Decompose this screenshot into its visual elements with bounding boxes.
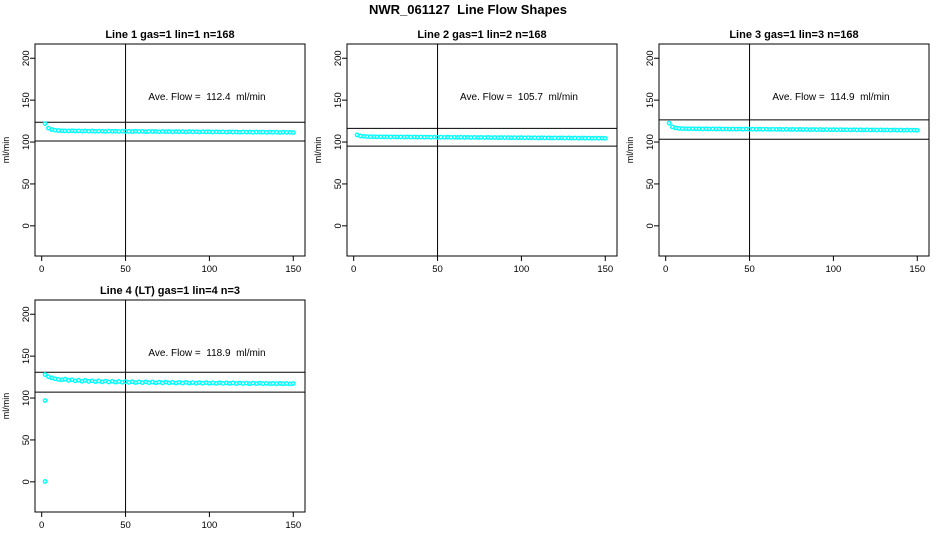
y-axis-title: ml/min xyxy=(1,393,11,420)
x-tick-label: 150 xyxy=(285,520,301,531)
y-tick-label: 50 xyxy=(21,179,32,190)
data-point xyxy=(914,127,920,133)
subplot-title: Line 3 gas=1 lin=3 n=168 xyxy=(729,29,858,41)
y-tick-label: 50 xyxy=(333,179,344,190)
y-tick-label: 150 xyxy=(21,348,32,364)
plot-svg-line-3: Line 3 gas=1 lin=3 n=168 0 50 100 150 0 50 100… xyxy=(625,29,930,275)
y-tick-label: 100 xyxy=(21,390,32,406)
y-tick-label: 0 xyxy=(21,479,32,484)
y-axis-title: ml/min xyxy=(1,137,11,164)
data-point xyxy=(666,120,672,126)
subplot-title: Line 2 gas=1 lin=2 n=168 xyxy=(417,29,546,41)
plot-svg-line-1: Line 1 gas=1 lin=1 n=168 0 50 100 150 0 50 100… xyxy=(1,29,306,275)
subplot-line-3: Line 3 gas=1 lin=3 n=168 0 50 100 150 0 50 100… xyxy=(624,28,936,284)
y-tick-label: 100 xyxy=(333,134,344,150)
plot-border xyxy=(346,43,618,257)
subplot-line-1: Line 1 gas=1 lin=1 n=168 0 50 100 150 0 50 100… xyxy=(0,28,312,284)
y-tick-label: 100 xyxy=(21,134,32,150)
y-axis-title: ml/min xyxy=(625,137,635,164)
y-tick-label: 200 xyxy=(645,50,656,66)
plot-border xyxy=(34,43,306,257)
data-point xyxy=(42,398,48,403)
plot-area: 0 50 100 150 0 50 100 150 200 xyxy=(333,43,618,275)
x-tick-label: 100 xyxy=(825,264,841,275)
y-tick-label: 150 xyxy=(21,92,32,108)
y-tick-label: 150 xyxy=(333,92,344,108)
plot-area: 0 50 100 150 0 50 100 150 200 xyxy=(21,43,306,275)
ave-flow-annotation: Ave. Flow = 114.9 ml/min xyxy=(772,92,889,103)
x-tick-label: 0 xyxy=(39,520,44,531)
x-tick-label: 100 xyxy=(201,264,217,275)
data-point xyxy=(42,372,48,377)
plot-svg-line-2: Line 2 gas=1 lin=2 n=168 0 50 100 150 0 50 100… xyxy=(313,29,618,275)
x-tick-label: 50 xyxy=(120,520,131,531)
y-tick-label: 0 xyxy=(645,223,656,228)
ave-flow-annotation: Ave. Flow = 118.9 ml/min xyxy=(148,348,265,359)
data-point xyxy=(42,479,48,484)
y-tick-label: 150 xyxy=(645,92,656,108)
data-point xyxy=(290,130,296,135)
x-tick-label: 150 xyxy=(597,264,613,275)
x-tick-label: 100 xyxy=(513,264,529,275)
y-tick-label: 50 xyxy=(21,435,32,446)
y-tick-label: 0 xyxy=(21,223,32,228)
x-tick-label: 0 xyxy=(663,264,668,275)
data-point xyxy=(42,121,48,127)
y-tick-label: 200 xyxy=(21,50,32,66)
x-tick-label: 0 xyxy=(351,264,356,275)
main-title: NWR_061127 Line Flow Shapes xyxy=(369,2,567,17)
plot-area: 0 50 100 150 0 50 100 150 200 xyxy=(21,299,306,531)
x-tick-label: 150 xyxy=(909,264,925,275)
x-tick-label: 50 xyxy=(120,264,131,275)
plot-svg-line-4: Line 4 (LT) gas=1 lin=4 n=3 0 50 100 150 0 50… xyxy=(1,285,306,531)
subplot-title: Line 4 (LT) gas=1 lin=4 n=3 xyxy=(100,285,240,297)
data-point xyxy=(602,135,608,141)
y-tick-label: 0 xyxy=(333,223,344,228)
x-tick-label: 100 xyxy=(201,520,217,531)
plot-border xyxy=(34,299,306,513)
ave-flow-annotation: Ave. Flow = 112.4 ml/min xyxy=(148,92,265,103)
y-tick-label: 200 xyxy=(333,50,344,66)
x-tick-label: 150 xyxy=(285,264,301,275)
subplot-line-4: Line 4 (LT) gas=1 lin=4 n=3 0 50 100 150 0 50… xyxy=(0,284,312,540)
plot-area: 0 50 100 150 0 50 100 150 200 xyxy=(645,43,930,275)
ave-flow-annotation: Ave. Flow = 105.7 ml/min xyxy=(460,92,578,103)
data-point xyxy=(290,381,296,386)
y-axis-title: ml/min xyxy=(313,137,323,164)
y-tick-label: 200 xyxy=(21,306,32,322)
x-tick-label: 50 xyxy=(432,264,443,275)
y-tick-label: 100 xyxy=(645,134,656,150)
x-tick-label: 0 xyxy=(39,264,44,275)
x-tick-label: 50 xyxy=(744,264,755,275)
subplot-line-2: Line 2 gas=1 lin=2 n=168 0 50 100 150 0 50 100… xyxy=(312,28,624,284)
y-tick-label: 50 xyxy=(645,179,656,190)
plot-border xyxy=(658,43,930,257)
subplot-title: Line 1 gas=1 lin=1 n=168 xyxy=(105,29,234,41)
